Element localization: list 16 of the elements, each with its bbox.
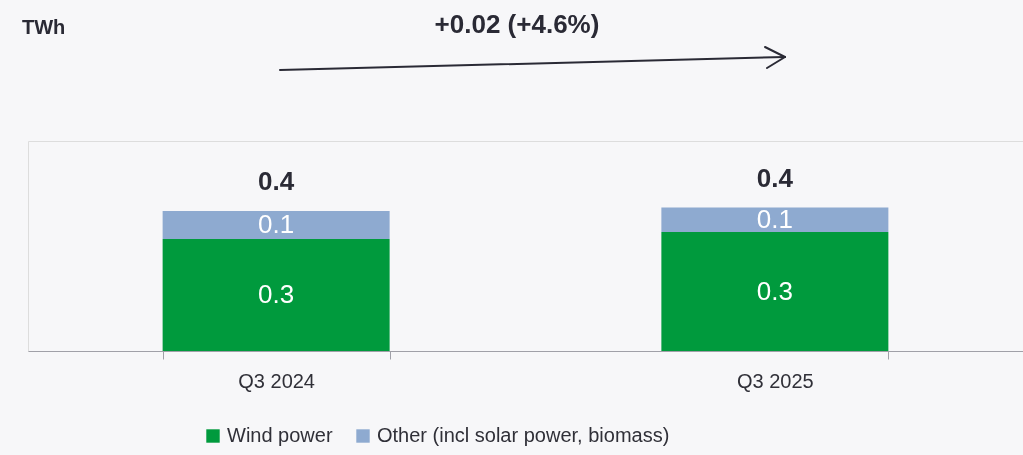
data-label: 0.3 <box>756 275 793 306</box>
bar <box>162 211 390 239</box>
data-label: 0.1 <box>258 209 295 239</box>
bar <box>661 232 889 351</box>
text: +0.02 (+4.6%) <box>434 9 600 39</box>
total-label: 0.4 <box>258 166 295 196</box>
x-tick-label: Q3 2024 <box>238 369 315 392</box>
total-label: 0.4 <box>756 162 794 193</box>
bar <box>162 239 390 351</box>
legend-label: Wind power <box>227 424 333 446</box>
data-label: 0.3 <box>258 279 295 309</box>
legend-label: Other (incl solar power, biomass) <box>377 424 670 446</box>
text: TWh <box>22 16 66 38</box>
bar <box>661 207 889 232</box>
data-label: 0.1 <box>756 203 793 234</box>
x-tick-label: Q3 2025 <box>737 369 814 392</box>
